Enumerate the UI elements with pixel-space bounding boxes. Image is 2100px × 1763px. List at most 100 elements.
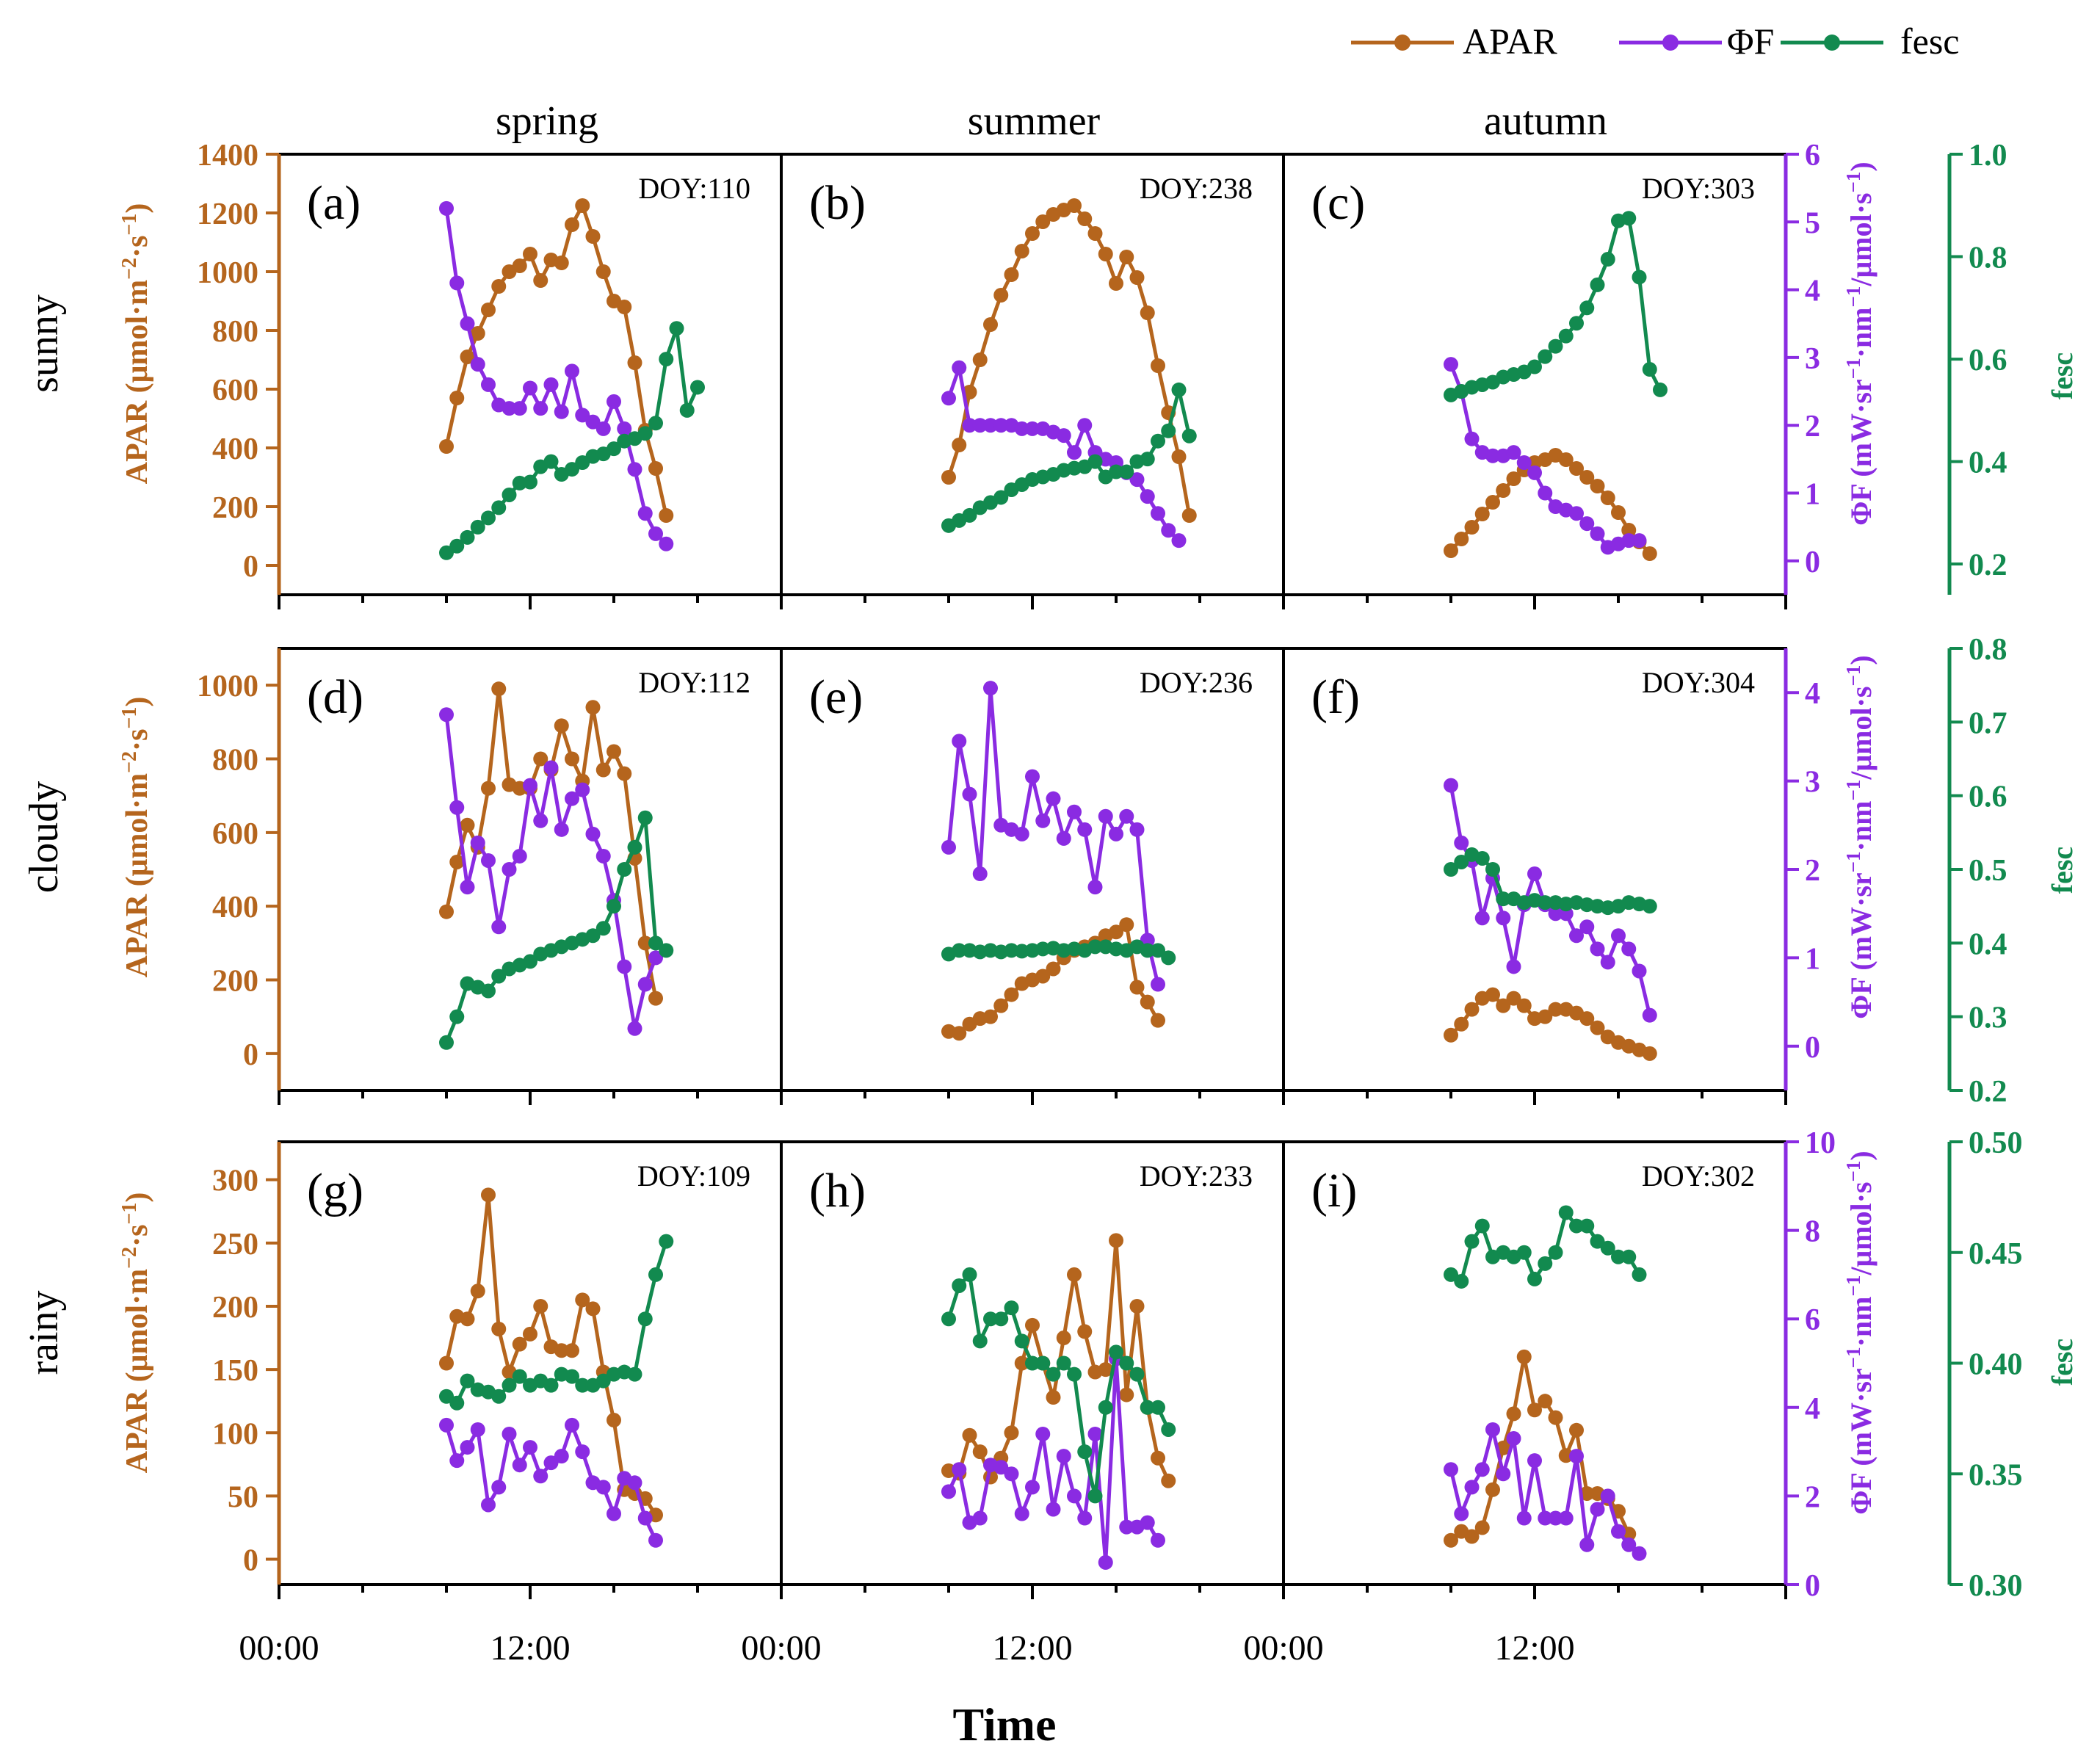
phif-data-point — [439, 1417, 454, 1433]
apar-data-point — [648, 461, 663, 476]
panel-doy-label: DOY:109 — [637, 1159, 750, 1192]
apar-data-point — [533, 273, 548, 288]
fesc-data-point — [669, 321, 684, 336]
x-tick-label: 00:00 — [1243, 1629, 1323, 1668]
phif-data-point — [1077, 418, 1093, 433]
apar-data-point — [1444, 543, 1458, 558]
x-tick-label: 12:00 — [490, 1629, 570, 1668]
apar-data-point — [554, 718, 569, 734]
fesc-data-point — [1077, 1444, 1093, 1460]
fesc-data-point — [617, 862, 632, 877]
fesc-data-point — [439, 545, 454, 560]
phif-data-point — [1527, 866, 1542, 882]
phif-data-point — [1151, 977, 1165, 992]
fesc-data-point — [993, 490, 1009, 505]
fesc-data-point — [1140, 943, 1155, 958]
fesc-data-point — [1496, 891, 1511, 907]
fesc-data-point — [1171, 382, 1187, 397]
apar-data-point — [993, 998, 1009, 1013]
apar-data-point — [972, 1444, 988, 1460]
fesc-data-point — [491, 500, 507, 515]
apar-data-point — [1181, 508, 1197, 523]
phif-data-point — [1621, 533, 1637, 549]
apar-data-point — [1506, 471, 1521, 486]
apar-tick-label: 200 — [212, 965, 258, 999]
panel-doy-label: DOY:303 — [1642, 172, 1755, 205]
phif-data-point — [1632, 1546, 1647, 1561]
phif-data-point — [470, 1422, 485, 1437]
fesc-data-point — [1098, 1400, 1113, 1415]
apar-data-point — [637, 935, 653, 951]
phif-data-point — [554, 1449, 569, 1464]
phif-series-line — [444, 208, 667, 546]
panel-frame — [1282, 1140, 1787, 1586]
apar-data-point — [491, 279, 507, 294]
phif-data-point — [1046, 791, 1061, 806]
fesc-data-point — [690, 380, 705, 395]
fesc-data-point — [543, 1378, 559, 1393]
phif-data-point — [565, 363, 579, 379]
phif-data-point — [449, 1453, 465, 1469]
phif-tick-label: 1 — [1805, 942, 1820, 976]
phif-data-point — [1151, 506, 1165, 521]
apar-data-point — [512, 258, 527, 273]
phif-data-point — [962, 418, 977, 433]
fesc-data-point — [1621, 211, 1637, 226]
apar-data-point — [1077, 211, 1093, 226]
phif-axis-titles: ΦF (mW·sr−1·nm−1/μmol·s−1) ΦF (mW·sr−1·n… — [1842, 162, 1878, 1514]
phif-data-point — [1444, 357, 1458, 372]
phif-data-point — [1621, 941, 1637, 957]
apar-tick-label: 1400 — [197, 139, 258, 173]
phif-data-point — [1527, 465, 1542, 480]
fesc-data-point — [543, 454, 559, 469]
apar-data-point — [575, 1292, 590, 1308]
fesc-data-point — [659, 352, 674, 367]
fesc-data-point — [1569, 1218, 1584, 1234]
fesc-data-point — [449, 538, 465, 554]
fesc-data-point — [1642, 899, 1657, 914]
fesc-data-point — [1004, 943, 1019, 958]
apar-data-point — [533, 1298, 548, 1314]
phif-tick-label: 10 — [1805, 1126, 1836, 1160]
apar-data-point — [1056, 1331, 1071, 1346]
phif-data-point — [1632, 533, 1647, 549]
x-tick-label: 00:00 — [741, 1629, 821, 1668]
apar-data-point — [1516, 998, 1532, 1013]
fesc-data-point — [1109, 464, 1123, 479]
panel-label: (i) — [1311, 1164, 1357, 1217]
apar-data-point — [1642, 1046, 1657, 1061]
phif-data-point — [595, 421, 611, 436]
phif-data-point — [617, 421, 632, 436]
phif-data-point — [1485, 1422, 1500, 1437]
fesc-series-line — [1450, 216, 1662, 397]
phif-data-point — [1014, 826, 1029, 841]
phif-data-point — [502, 1426, 517, 1441]
fesc-data-point — [637, 810, 653, 825]
apar-data-point — [565, 751, 579, 767]
fesc-data-point — [679, 402, 695, 418]
apar-data-point — [1151, 358, 1165, 373]
fesc-tick-label: 0.4 — [1969, 927, 2007, 961]
phif-data-point — [1119, 808, 1134, 824]
phif-series-line — [946, 686, 1160, 985]
apar-data-point — [1506, 1406, 1521, 1422]
apar-data-point — [1444, 1532, 1458, 1548]
phif-data-point — [972, 418, 988, 433]
apar-data-point — [1444, 1027, 1458, 1043]
apar-data-point — [1109, 276, 1123, 291]
phif-data-point — [1056, 428, 1071, 444]
apar-data-point — [1014, 1355, 1029, 1371]
phif-data-point — [575, 1444, 590, 1460]
phif-data-point — [637, 1510, 653, 1526]
fesc-data-point — [1558, 328, 1574, 344]
phif-data-point — [627, 1475, 642, 1491]
phif-data-point — [1496, 1466, 1511, 1482]
row-label-rainy: rainy — [21, 1290, 67, 1375]
fesc-data-point — [952, 1278, 967, 1293]
apar-data-point — [607, 744, 621, 759]
fesc-data-point — [648, 1267, 663, 1282]
apar-tick-label: 600 — [212, 374, 258, 408]
phif-tick-label: 2 — [1805, 854, 1820, 888]
apar-tick-label: 200 — [212, 491, 258, 525]
panel-doy-label: DOY:112 — [638, 666, 750, 699]
